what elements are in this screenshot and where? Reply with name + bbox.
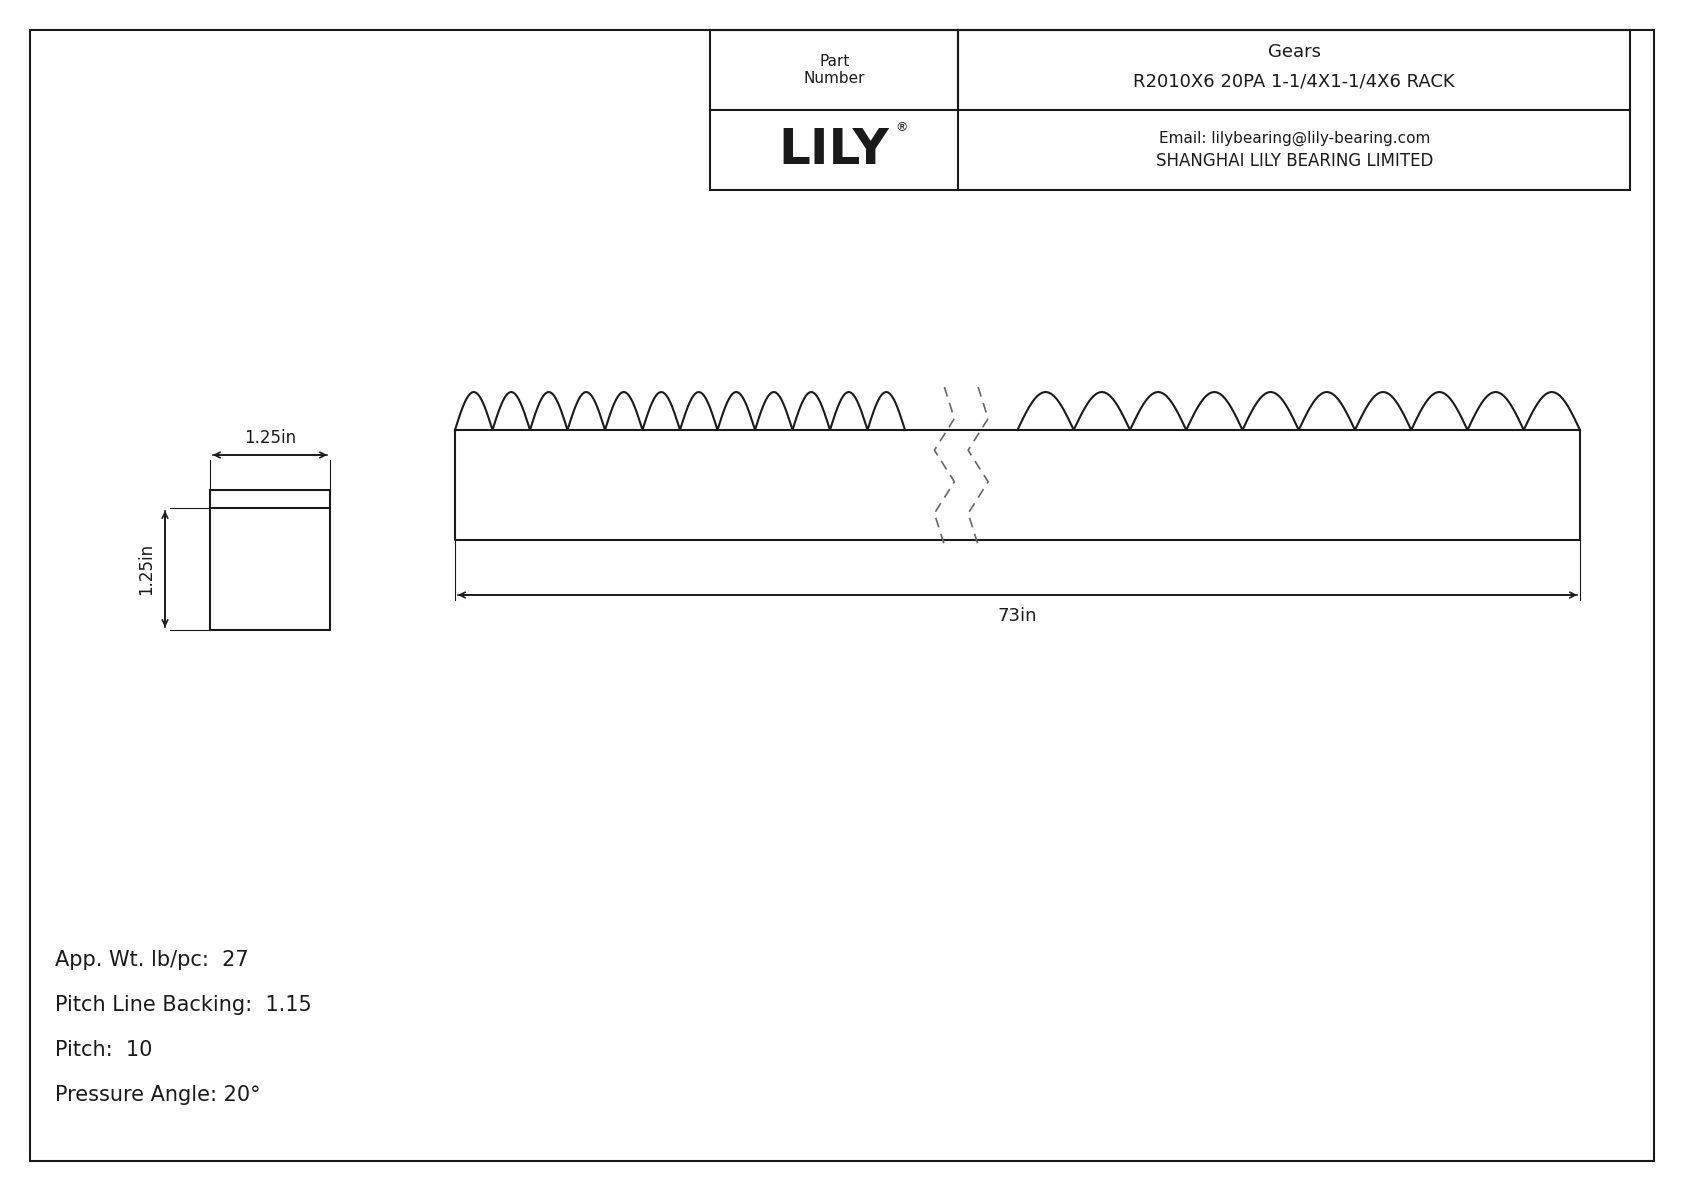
Text: Email: lilybearing@lily-bearing.com: Email: lilybearing@lily-bearing.com (1159, 131, 1430, 146)
Text: Gears: Gears (1268, 43, 1320, 62)
Text: App. Wt. lb/pc:  27: App. Wt. lb/pc: 27 (56, 950, 249, 969)
Text: SHANGHAI LILY BEARING LIMITED: SHANGHAI LILY BEARING LIMITED (1155, 152, 1433, 170)
Text: Part
Number: Part Number (803, 54, 866, 86)
Text: 1.25in: 1.25in (136, 543, 155, 596)
Text: Pitch:  10: Pitch: 10 (56, 1040, 152, 1060)
Text: Pitch Line Backing:  1.15: Pitch Line Backing: 1.15 (56, 994, 312, 1015)
Text: R2010X6 20PA 1-1/4X1-1/4X6 RACK: R2010X6 20PA 1-1/4X1-1/4X6 RACK (1133, 73, 1455, 91)
Text: 1.25in: 1.25in (244, 429, 296, 447)
Text: ®: ® (894, 121, 908, 135)
Text: LILY: LILY (778, 126, 889, 174)
Bar (711, 30, 1630, 191)
Text: 73in: 73in (997, 607, 1037, 625)
Text: Pressure Angle: 20°: Pressure Angle: 20° (56, 1085, 261, 1105)
